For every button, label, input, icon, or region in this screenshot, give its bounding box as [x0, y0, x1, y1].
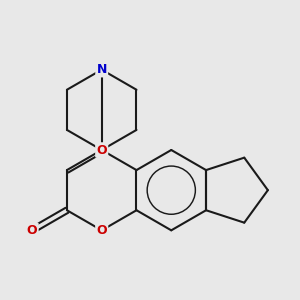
Text: O: O	[96, 224, 107, 237]
Text: O: O	[27, 224, 38, 237]
Text: O: O	[96, 143, 107, 157]
Text: N: N	[97, 63, 107, 76]
